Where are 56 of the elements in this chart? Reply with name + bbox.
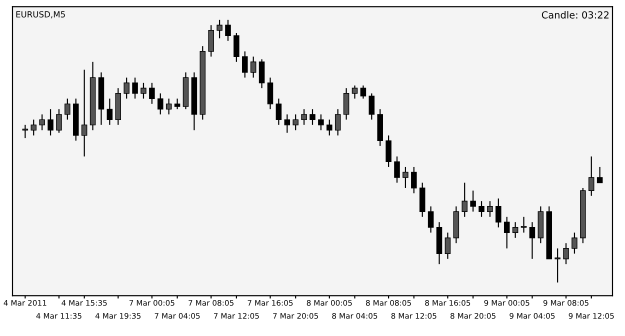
candlestick: [572, 232, 578, 254]
candlestick: [56, 108, 62, 134]
candlestick: [124, 77, 130, 100]
candlestick: [140, 82, 146, 100]
candlestick: [529, 222, 536, 260]
candlestick: [39, 114, 45, 131]
chart-title: EURUSD,M5: [16, 11, 65, 18]
candlestick: [225, 19, 231, 42]
candlestick: [352, 84, 358, 100]
candlestick: [318, 114, 324, 131]
candlestick: [276, 98, 282, 126]
candlestick: [504, 216, 510, 249]
candlestick: [411, 166, 417, 194]
candlestick: [470, 190, 476, 212]
candlestick: [106, 98, 113, 126]
candlestick: [149, 82, 155, 104]
candlestick: [30, 119, 37, 136]
candlestick: [216, 19, 222, 39]
candlestick: [326, 119, 332, 136]
candlestick: [419, 182, 426, 218]
candlestick: [292, 114, 298, 131]
candlestick: [360, 84, 366, 100]
candlestick: [166, 98, 172, 115]
candlestick: [310, 108, 316, 126]
candlestick: [394, 156, 400, 184]
candlestick: [402, 166, 408, 189]
candlestick: [487, 200, 493, 218]
candlestick: [301, 108, 307, 126]
candlestick: [158, 92, 164, 115]
candlestick: [132, 77, 138, 100]
candlestick: [462, 182, 468, 218]
candlestick: [563, 242, 569, 265]
candlestick: [596, 166, 603, 184]
candlestick: [496, 198, 502, 228]
candlestick: [234, 32, 240, 62]
candlestick: [48, 108, 54, 136]
candlestick: [343, 88, 350, 120]
candlestick: [242, 50, 248, 78]
candlestick: [512, 222, 518, 238]
candlestick: [174, 98, 180, 110]
candlestick: [588, 156, 594, 196]
candlestick: [554, 248, 560, 284]
candlestick: [258, 58, 265, 89]
candlestick: [478, 200, 484, 218]
candlestick: [284, 114, 290, 134]
candlestick: [250, 56, 256, 78]
text: Candle: 03:22: [542, 11, 609, 19]
candlestick: [208, 24, 214, 58]
candlestick: [81, 69, 88, 158]
candlestick: [368, 92, 375, 120]
candlestick: [64, 98, 70, 120]
candlestick: [267, 77, 274, 110]
candlestick: [428, 206, 434, 234]
candlestick: [386, 134, 392, 168]
candlestick: [334, 108, 341, 136]
candlestick: [444, 232, 451, 260]
